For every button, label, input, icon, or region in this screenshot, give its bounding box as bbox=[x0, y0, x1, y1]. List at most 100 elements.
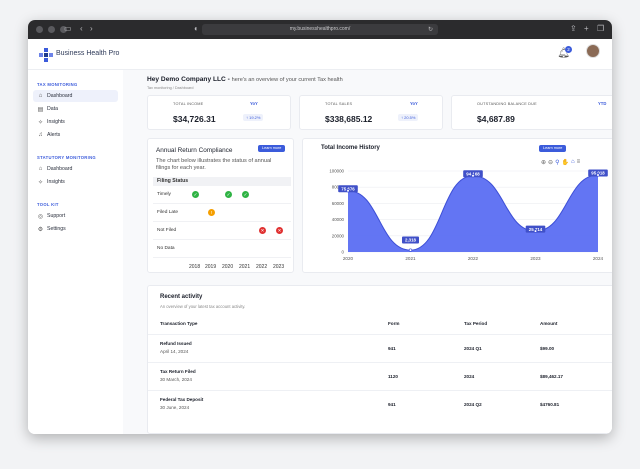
sidebar-toggle-icon[interactable]: ▭ bbox=[64, 24, 72, 33]
sidebar-item-insights[interactable]: ✧ Insights bbox=[33, 176, 118, 188]
column-header-form[interactable]: Form bbox=[388, 321, 400, 326]
status-bad-icon: ✕ bbox=[259, 227, 266, 234]
stat-tag: YTD bbox=[598, 101, 607, 106]
x-tick-label: 2023 bbox=[530, 256, 541, 261]
y-tick-label: 20000 bbox=[332, 233, 345, 238]
magnifier-icon[interactable]: ⚲ bbox=[555, 160, 560, 166]
x-tick-label: 2022 bbox=[468, 256, 479, 261]
url-text: my.businesshealthpro.com/ bbox=[289, 26, 351, 32]
transaction-type: Refund Issued bbox=[160, 341, 192, 346]
user-avatar[interactable] bbox=[586, 44, 600, 58]
filing-status-row: Timely bbox=[153, 186, 291, 204]
stat-value: $34,726.31 bbox=[173, 114, 216, 124]
total-income-card: TOTAL INCOME $34,726.31 YoY ↑ 19.2% bbox=[147, 95, 291, 130]
notifications-bell-icon[interactable]: 🔔︎ bbox=[557, 48, 570, 59]
transaction-form: 941 bbox=[388, 346, 396, 351]
company-name: Hey Demo Company LLC - bbox=[147, 76, 230, 83]
home-icon[interactable]: ⌂ bbox=[570, 159, 575, 165]
stat-change-badge: ↑ 19.2% bbox=[243, 114, 264, 121]
page-greeting: Hey Demo Company LLC - here's an overvie… bbox=[147, 76, 343, 83]
year-label: 2019 bbox=[205, 264, 217, 270]
y-tick-label: 100000 bbox=[329, 169, 344, 174]
home-icon: ⌂ bbox=[38, 166, 43, 172]
data-label: 75,676 bbox=[341, 186, 355, 191]
column-header-amount[interactable]: Amount bbox=[540, 321, 558, 326]
bell-icon: ♫ bbox=[38, 132, 43, 138]
status-late-icon: ! bbox=[208, 209, 215, 216]
transaction-type: Federal Tax Deposit bbox=[160, 397, 204, 402]
close-window-button[interactable] bbox=[36, 26, 43, 33]
table-row[interactable]: Refund Issued April 14, 2024 941 2024 Q1… bbox=[148, 334, 612, 362]
brand-name[interactable]: Business Health Pro bbox=[56, 50, 120, 57]
sidebar-item-label: Dashboard bbox=[47, 93, 73, 99]
sidebar-section-title: STATUTORY MONITORING bbox=[37, 155, 96, 160]
browser-titlebar: ▭ ‹ › ◐ my.businesshealthpro.com/ ↻ ⇪ + … bbox=[28, 20, 612, 39]
transaction-period: 2024 Q1 bbox=[464, 346, 482, 351]
table-row[interactable]: Tax Return Filed 30 March, 2024 1120 202… bbox=[148, 362, 612, 390]
pan-icon[interactable]: ✋ bbox=[561, 160, 569, 166]
filing-status-row: Filed Late bbox=[153, 204, 291, 222]
sidebar-item-support[interactable]: ◎ Support bbox=[33, 210, 118, 222]
address-bar[interactable]: my.businesshealthpro.com/ bbox=[202, 24, 438, 35]
transaction-type: Tax Return Filed bbox=[160, 369, 196, 374]
shield-icon[interactable]: ◐ bbox=[194, 24, 199, 33]
sidebar-item-insights[interactable]: ✧ Insights bbox=[33, 116, 118, 128]
data-label: 25,714 bbox=[529, 227, 543, 232]
income-history-card: Total Income History Learn more ⊕ ⊖ ⚲ ✋ ⌂ ≡ 0… bbox=[302, 138, 612, 273]
sidebar-item-label: Insights bbox=[47, 119, 65, 125]
forward-icon[interactable]: › bbox=[90, 24, 93, 33]
sidebar-item-dashboard[interactable]: ⌂ Dashboard bbox=[33, 163, 118, 175]
tabs-overview-icon[interactable]: ❐ bbox=[597, 24, 605, 33]
browser-window: ▭ ‹ › ◐ my.businesshealthpro.com/ ↻ ⇪ + … bbox=[28, 20, 612, 434]
learn-more-button[interactable]: Learn more bbox=[539, 145, 567, 152]
learn-more-button[interactable]: Learn more bbox=[258, 145, 286, 152]
share-icon[interactable]: ⇪ bbox=[570, 24, 577, 33]
stat-tag: YoY bbox=[250, 101, 258, 106]
x-tick-label: 2020 bbox=[343, 256, 354, 261]
zoom-in-icon[interactable]: ⊕ bbox=[541, 160, 547, 166]
column-header-period[interactable]: Tax Period bbox=[464, 321, 488, 326]
main-content: Hey Demo Company LLC - here's an overvie… bbox=[123, 70, 612, 434]
menu-icon[interactable]: ≡ bbox=[576, 159, 581, 165]
document-icon: ▤ bbox=[37, 106, 44, 113]
filing-status-label: No Data bbox=[157, 246, 175, 251]
back-icon[interactable]: ‹ bbox=[80, 24, 83, 33]
stat-tag: YoY bbox=[410, 101, 418, 106]
maximize-window-button[interactable] bbox=[60, 26, 67, 33]
filing-status-row: Not Filed bbox=[153, 222, 291, 240]
sidebar-section-title: TAX MONITORING bbox=[37, 82, 78, 87]
sidebar-section-title: TOOL KIT bbox=[37, 202, 59, 207]
card-description: The chart below illustrates the status o… bbox=[156, 158, 272, 171]
status-ok-icon: ✓ bbox=[242, 191, 249, 198]
transaction-amount: $89,462.17 bbox=[540, 374, 563, 379]
reload-icon[interactable]: ↻ bbox=[428, 27, 434, 33]
y-tick-label: 0 bbox=[342, 250, 345, 255]
status-ok-icon: ✓ bbox=[225, 191, 232, 198]
card-subtitle: An overview of your latest tax account a… bbox=[160, 304, 246, 309]
column-header-type[interactable]: Transaction Type bbox=[160, 321, 198, 326]
new-tab-icon[interactable]: + bbox=[584, 24, 589, 33]
y-tick-label: 80000 bbox=[332, 185, 345, 190]
data-point bbox=[533, 229, 538, 233]
minimize-window-button[interactable] bbox=[48, 26, 55, 33]
chart-toolbar: ⊕ ⊖ ⚲ ✋ ⌂ ≡ bbox=[541, 159, 580, 166]
sidebar-item-data[interactable]: ▤ Data bbox=[33, 103, 118, 115]
x-tick-label: 2021 bbox=[405, 256, 416, 261]
data-point bbox=[471, 174, 475, 178]
y-tick-label: 60000 bbox=[332, 201, 345, 206]
filing-status-header: Filing Status bbox=[153, 177, 291, 186]
filing-status-row: No Data bbox=[153, 240, 291, 258]
stat-label: OUTSTANDING BALANCE DUE bbox=[477, 102, 537, 106]
year-label: 2020 bbox=[222, 264, 234, 270]
filing-status-label: Not Filed bbox=[157, 228, 177, 233]
sidebar-item-alerts[interactable]: ♫ Alerts bbox=[33, 129, 118, 141]
table-row[interactable]: Federal Tax Deposit 30 June, 2024 941 20… bbox=[148, 390, 612, 418]
breadcrumb[interactable]: Tax monitoring / Dashboard bbox=[147, 86, 194, 90]
year-label: 2018 bbox=[189, 264, 201, 270]
sidebar-item-settings[interactable]: ⚙ Settings bbox=[33, 223, 118, 235]
sidebar-item-dashboard[interactable]: ⌂ Dashboard bbox=[33, 90, 118, 102]
stat-change: 20.5% bbox=[404, 115, 416, 120]
sidebar-item-label: Settings bbox=[47, 226, 66, 232]
data-label: 94,168 bbox=[466, 171, 480, 176]
zoom-out-icon[interactable]: ⊖ bbox=[548, 160, 554, 166]
